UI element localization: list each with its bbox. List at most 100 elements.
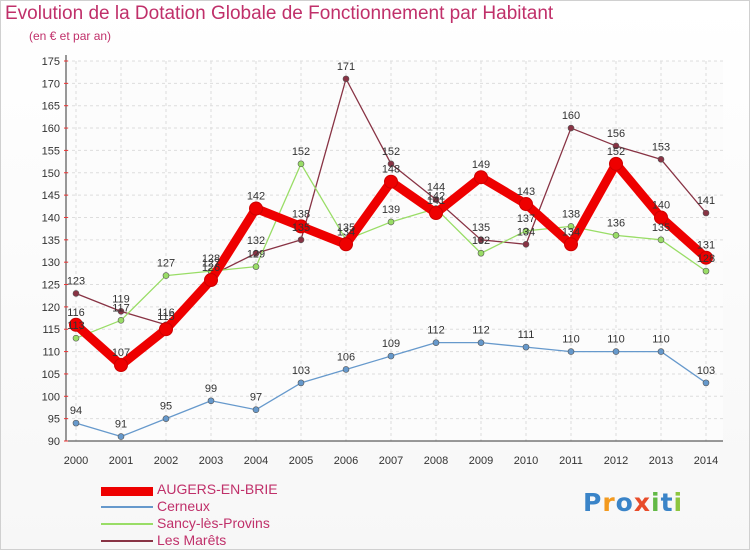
data-point (522, 343, 530, 351)
logo-letter: i (651, 488, 661, 517)
legend-swatch-sancy (101, 523, 153, 525)
data-point (384, 174, 398, 189)
y-tick-label: 110 (42, 347, 60, 359)
data-label: 140 (652, 199, 670, 211)
legend-label-augers: AUGERS-EN-BRIE (157, 481, 278, 497)
y-tick-label: 105 (42, 369, 60, 381)
data-point (522, 227, 530, 235)
data-point (297, 160, 305, 168)
data-label: 137 (517, 213, 535, 225)
data-label: 107 (112, 347, 130, 359)
x-tick-label: 2000 (64, 455, 88, 467)
data-label: 135 (337, 222, 355, 234)
data-label: 110 (562, 334, 580, 346)
data-label: 135 (652, 222, 670, 234)
data-label: 152 (607, 146, 625, 158)
data-point (72, 334, 80, 342)
data-point (432, 339, 440, 346)
y-tick-label: 155 (42, 145, 60, 157)
y-tick-label: 90 (48, 436, 60, 448)
data-point (699, 250, 713, 265)
x-tick-label: 2014 (694, 455, 718, 467)
data-label: 134 (337, 226, 355, 238)
data-point (294, 219, 308, 234)
legend-label-cerneux: Cerneux (157, 498, 210, 514)
data-point (69, 317, 83, 332)
data-label: 132 (472, 235, 490, 247)
data-point (297, 236, 305, 244)
y-tick-label: 95 (48, 414, 60, 426)
data-label: 112 (472, 325, 490, 337)
data-label: 144 (427, 182, 445, 194)
x-tick-label: 2009 (469, 455, 493, 467)
data-point (477, 249, 485, 257)
data-point (204, 273, 218, 288)
y-tick-label: 170 (42, 78, 60, 90)
data-label: 149 (472, 159, 490, 171)
logo-letter: o (615, 488, 634, 517)
data-point (117, 308, 125, 315)
data-point (609, 156, 623, 171)
data-point (252, 263, 260, 270)
x-tick-label: 2006 (334, 455, 358, 467)
data-label: 95 (160, 401, 172, 413)
data-label: 128 (202, 253, 220, 265)
data-label: 160 (562, 110, 580, 122)
y-tick-label: 130 (42, 257, 60, 269)
data-point (567, 348, 575, 355)
data-label: 136 (607, 217, 625, 229)
x-tick-label: 2002 (154, 455, 178, 467)
data-point (567, 124, 575, 132)
data-label: 134 (562, 226, 580, 238)
data-label: 142 (247, 191, 265, 203)
y-tick-label: 165 (42, 101, 60, 113)
data-label: 94 (70, 405, 82, 417)
chart-title: Evolution de la Dotation Globale de Fonc… (5, 3, 554, 24)
data-point (162, 415, 170, 422)
data-point (387, 352, 395, 360)
data-label: 135 (292, 222, 310, 234)
data-label: 152 (382, 146, 400, 158)
data-label: 117 (112, 302, 130, 314)
plot-area (66, 61, 723, 441)
data-point (564, 237, 578, 252)
legend-swatch-augers (101, 487, 153, 496)
legend-label-sancy: Sancy-lès-Provins (157, 515, 270, 531)
data-label: 139 (382, 204, 400, 216)
y-tick-label: 145 (42, 190, 60, 202)
data-point (477, 236, 485, 244)
data-point (702, 209, 710, 217)
data-label: 143 (517, 186, 535, 198)
x-tick-label: 2012 (604, 455, 628, 467)
data-point (252, 249, 260, 257)
data-label: 134 (517, 226, 535, 238)
proxiti-logo: Proxiti (583, 488, 683, 517)
data-label: 115 (157, 311, 175, 323)
data-label: 110 (607, 334, 625, 346)
data-label: 126 (202, 262, 220, 274)
data-point (432, 196, 440, 203)
logo-letter: r (602, 488, 616, 517)
data-point (654, 210, 668, 225)
data-point (477, 339, 485, 346)
data-label: 103 (697, 365, 715, 377)
logo-letter: t (660, 488, 674, 517)
data-label: 109 (382, 338, 400, 350)
x-tick-label: 2008 (424, 455, 448, 467)
x-tick-label: 2013 (649, 455, 673, 467)
data-label: 131 (697, 240, 715, 252)
data-label: 132 (247, 235, 265, 247)
data-label: 128 (697, 253, 715, 265)
data-point (117, 433, 125, 440)
y-tick-label: 135 (42, 235, 60, 247)
data-label: 129 (247, 249, 265, 261)
x-tick-label: 2005 (289, 455, 313, 467)
data-point (117, 316, 125, 324)
y-tick-label: 150 (42, 168, 60, 180)
x-tick-label: 2004 (244, 455, 268, 467)
data-label: 119 (112, 293, 130, 305)
y-tick-label: 120 (42, 302, 60, 314)
data-point (162, 272, 170, 279)
data-label: 110 (652, 334, 670, 346)
